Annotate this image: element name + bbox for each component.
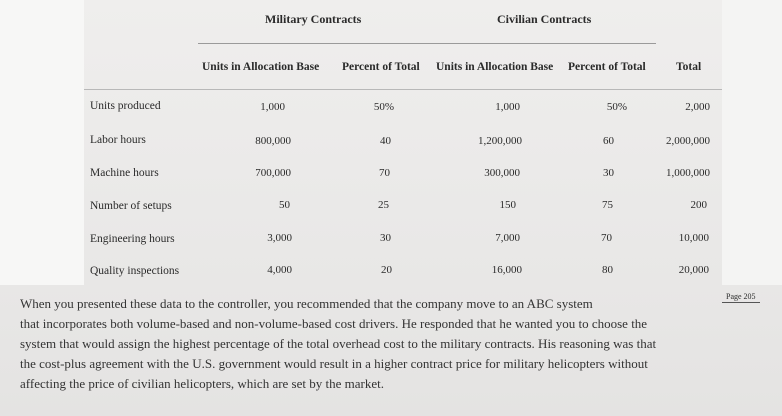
table-cell: 10,000 (678, 232, 709, 244)
row-label-quality-inspections: Quality inspections (90, 265, 180, 277)
column-header-total: Total (676, 61, 702, 73)
row-label-number-of-setups: Number of setups (90, 200, 172, 212)
table-cell: 150 (499, 199, 517, 211)
row-label-engineering-hours: Engineering hours (90, 233, 175, 245)
table-cell: 7,000 (495, 232, 520, 244)
table-cell: 20,000 (678, 264, 709, 276)
table-cell: 50 (279, 199, 290, 211)
table-cell: 70 (379, 167, 390, 179)
table-cell: 1,000,000 (666, 167, 710, 179)
table-cell: 800,000 (255, 135, 291, 147)
table-header-rule (84, 89, 722, 90)
table-cell: 200 (690, 199, 708, 211)
table-cell: 60 (603, 135, 614, 147)
column-header-civilian-percent: Percent of Total (568, 61, 646, 73)
paragraph-line: the cost-plus agreement with the U.S. go… (20, 356, 648, 371)
table-cell: 2,000,000 (666, 135, 710, 147)
row-label-labor-hours: Labor hours (90, 134, 146, 146)
table-cell: 50% (373, 101, 394, 113)
paragraph-line: affecting the price of civilian helicopt… (20, 376, 384, 391)
table-cell: 700,000 (255, 167, 291, 179)
table-cell: 1,000 (495, 101, 520, 113)
table-cell: 30 (380, 232, 391, 244)
group-header-divider (198, 43, 656, 44)
table-cell: 3,000 (267, 232, 292, 244)
table-cell: 30 (603, 167, 614, 179)
body-paragraph: When you presented these data to the con… (20, 294, 780, 394)
row-label-machine-hours: Machine hours (90, 167, 159, 179)
table-cell: 4,000 (267, 264, 292, 276)
row-label-band (0, 0, 84, 285)
table-cell: 1,200,000 (478, 135, 522, 147)
table-cell: 20 (381, 264, 392, 276)
table-cell: 70 (601, 232, 612, 244)
group-header-military: Military Contracts (265, 12, 362, 26)
row-label-units-produced: Units produced (90, 100, 161, 112)
table-cell: 40 (380, 135, 391, 147)
page-number-tag: Page 205 (722, 292, 760, 303)
table-cell: 75 (602, 199, 613, 211)
paragraph-line: that incorporates both volume-based and … (20, 316, 648, 331)
table-cell: 1,000 (260, 101, 285, 113)
column-header-military-units: Units in Allocation Base (202, 61, 320, 73)
column-header-military-percent: Percent of Total (342, 61, 420, 73)
paragraph-line: system that would assign the highest per… (20, 336, 657, 351)
column-header-civilian-units: Units in Allocation Base (436, 61, 554, 73)
total-column-band (722, 0, 782, 285)
table-cell: 16,000 (491, 264, 522, 276)
table-cell: 80 (602, 264, 613, 276)
table-cell: 300,000 (484, 167, 520, 179)
table-cell: 25 (378, 199, 389, 211)
table-cell: 2,000 (685, 101, 710, 113)
paragraph-line: When you presented these data to the con… (20, 296, 593, 311)
group-header-civilian: Civilian Contracts (497, 12, 592, 26)
table-cell: 50% (606, 101, 627, 113)
